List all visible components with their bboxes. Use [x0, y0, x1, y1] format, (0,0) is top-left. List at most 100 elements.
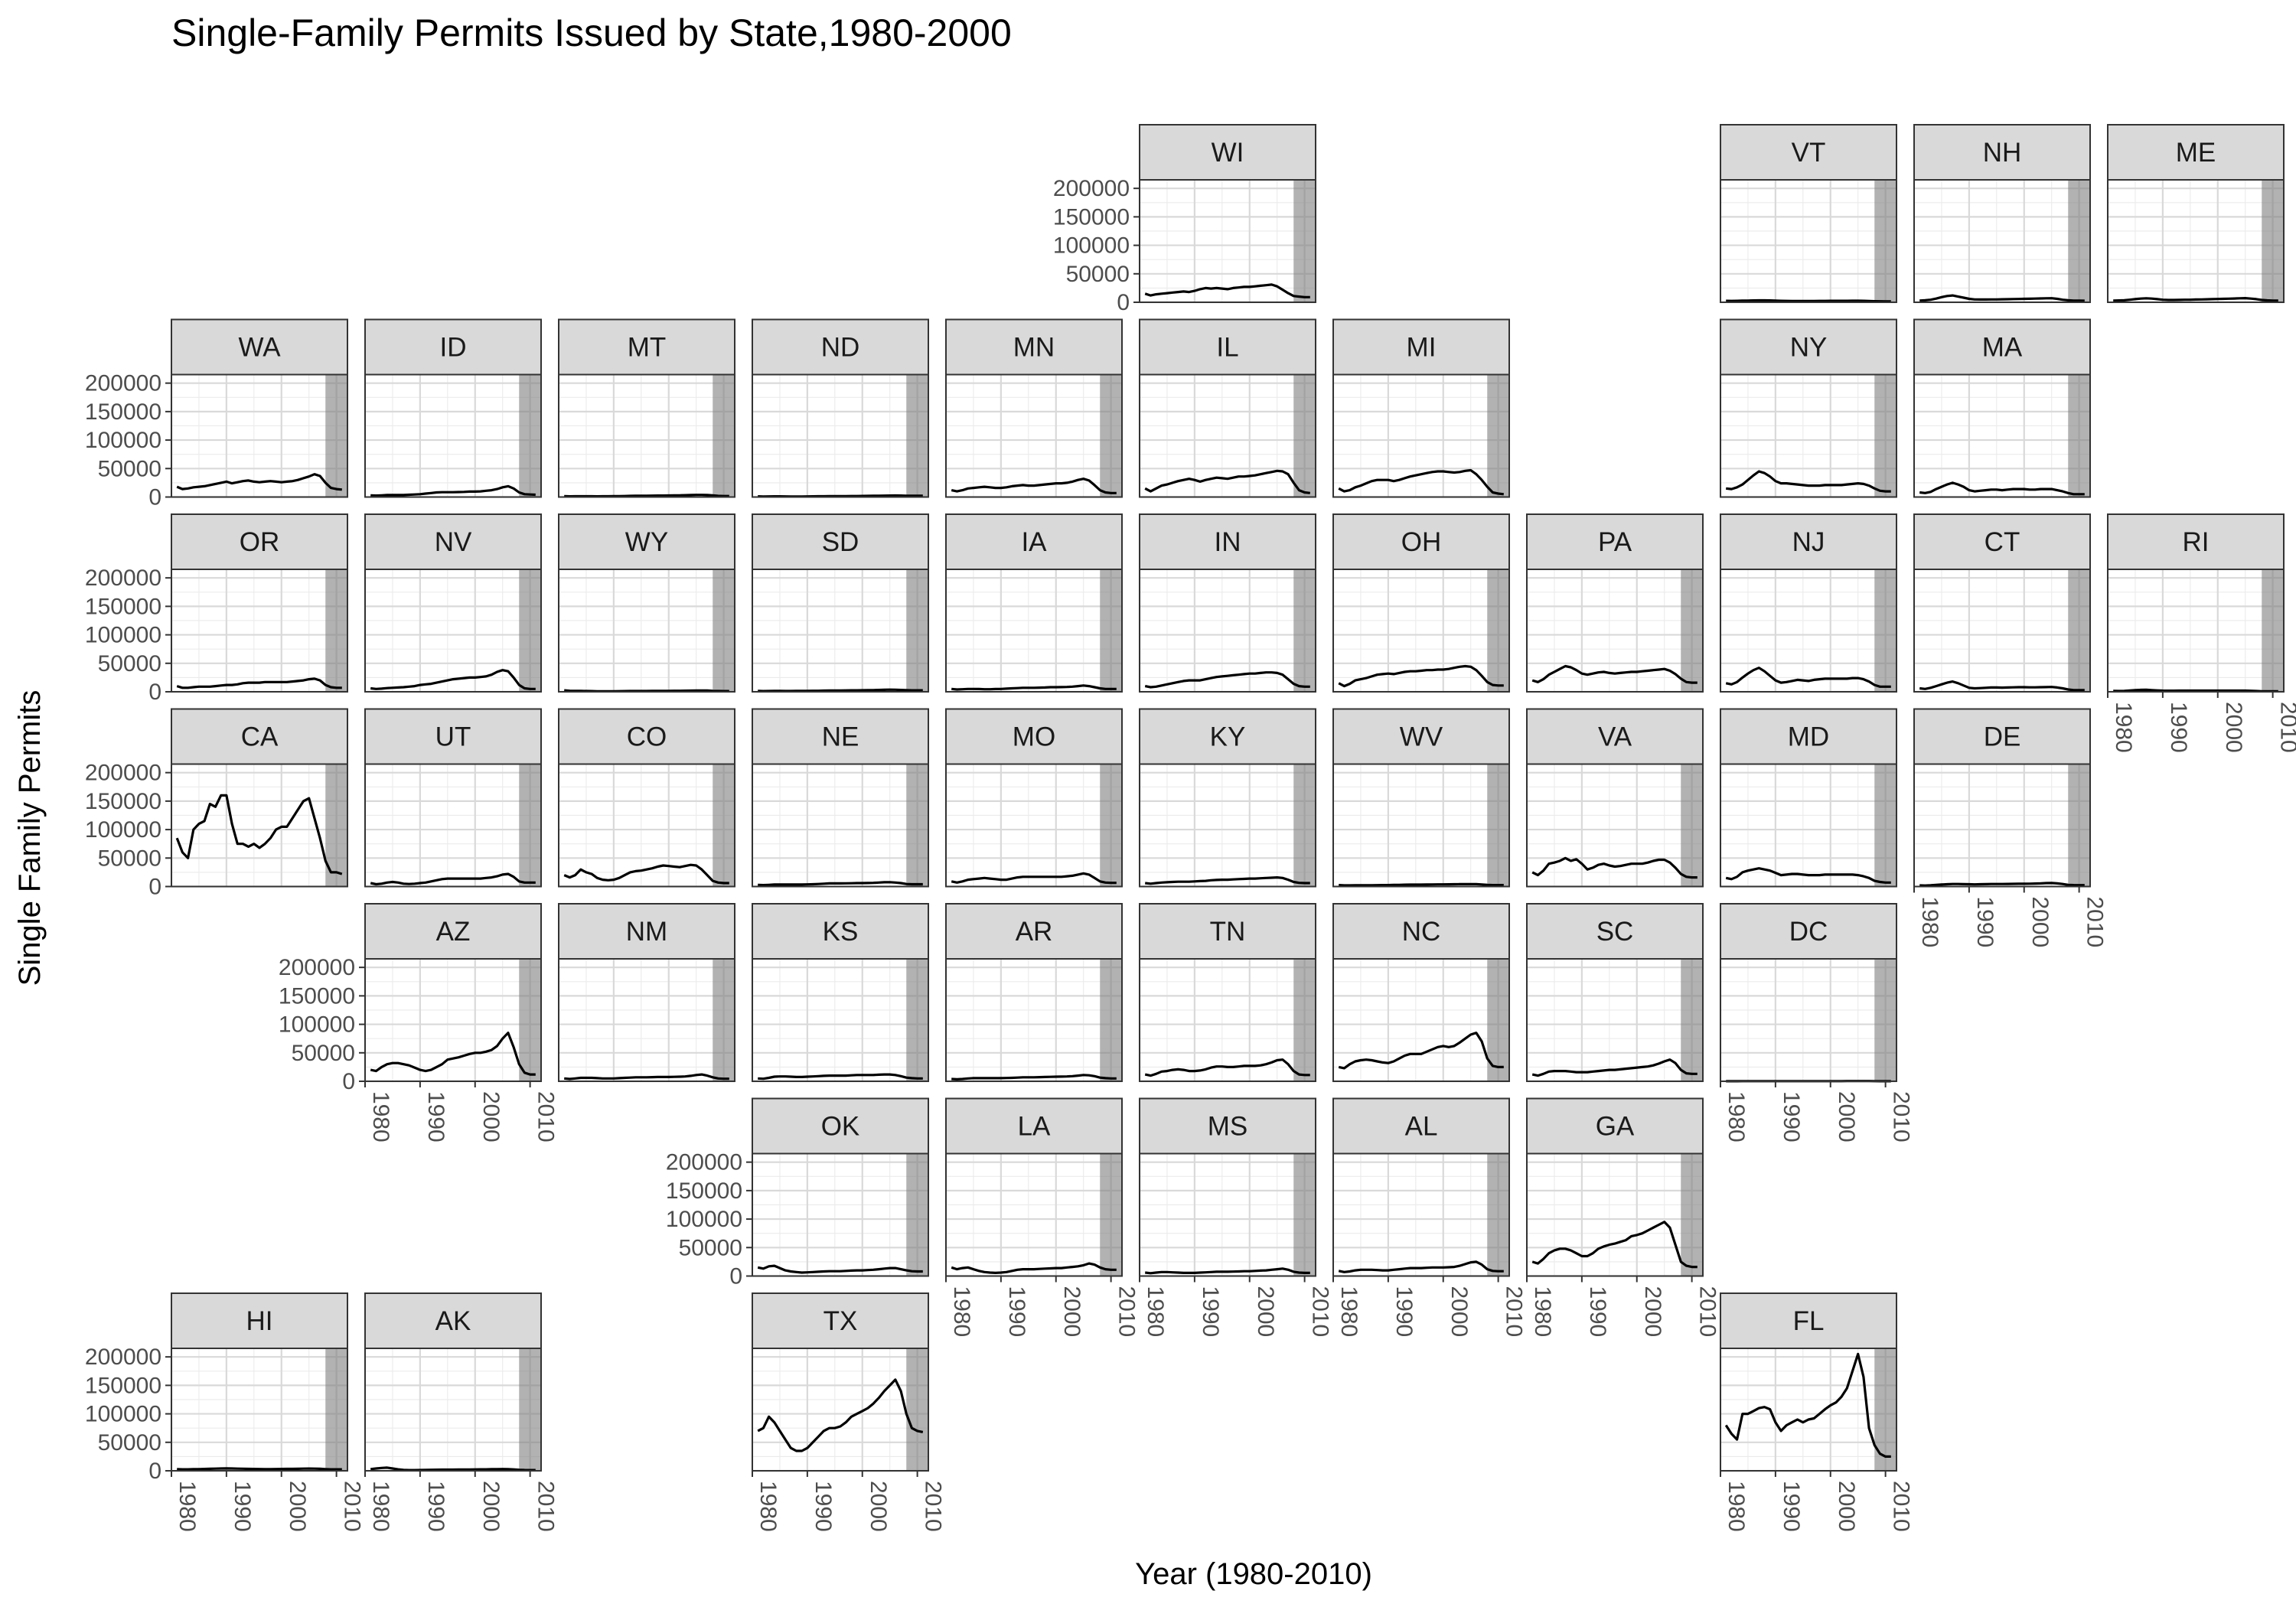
- shaded-period: [906, 1348, 928, 1471]
- panel-ri: RI 1980 1990 2000 2010: [2106, 513, 2296, 753]
- shaded-period: [1293, 959, 1316, 1081]
- panel-border: [945, 1152, 1123, 1277]
- panel-plot-area: [171, 1348, 347, 1471]
- shaded-period: [1293, 180, 1316, 302]
- panel-tn: TN: [1138, 903, 1316, 1083]
- x-tick-label: 1980: [755, 1481, 781, 1532]
- x-tick-label: 2000: [285, 1481, 310, 1532]
- shaded-period: [1874, 569, 1896, 692]
- panel-ia: IA: [944, 513, 1123, 693]
- series-line-ca: [175, 794, 343, 875]
- shaded-period: [1487, 569, 1509, 692]
- y-tick-label: 50000: [98, 456, 161, 481]
- panel-border: [945, 958, 1123, 1082]
- panel-strip-label: CO: [627, 722, 667, 752]
- panel-plot-area: [559, 569, 735, 692]
- panel-or: OR 0 50000 100000 150000 200000: [85, 513, 348, 705]
- panel-strip: [558, 318, 735, 376]
- panel-pa: PA: [1525, 513, 1704, 693]
- panel-dc: DC 1980 1990 2000 2010: [1719, 903, 1914, 1143]
- shaded-period: [906, 764, 928, 887]
- series-line-wa: [176, 473, 342, 491]
- series-line-or: [176, 677, 342, 689]
- panel-va: VA: [1525, 708, 1704, 888]
- panel-border: [1526, 958, 1704, 1082]
- series-line-al: [1338, 1260, 1504, 1273]
- panel-border: [752, 569, 929, 693]
- y-tick-label: 150000: [85, 399, 161, 425]
- series-line-wv: [1339, 882, 1504, 887]
- panel-az: AZ 0 50000 100000 150000 200000 1980 1990 2000 20…: [279, 903, 559, 1143]
- series-line-hi: [177, 1467, 342, 1471]
- panel-plot-area: [1333, 1153, 1509, 1276]
- series-line-ak: [370, 1466, 536, 1472]
- panel-strip-label: MS: [1208, 1112, 1248, 1142]
- series-line-wi: [1144, 283, 1310, 298]
- shaded-period: [1681, 569, 1703, 692]
- panel-strip: [1139, 1097, 1316, 1155]
- panel-plot-area: [365, 569, 541, 692]
- panel-strip-label: NH: [1983, 138, 2022, 168]
- panel-border: [1720, 179, 1897, 303]
- panel-strip-label: VT: [1792, 138, 1826, 168]
- x-tick-label: 2010: [1695, 1286, 1720, 1338]
- x-tick-label: 1980: [368, 1091, 393, 1143]
- panel-strip-label: UT: [435, 722, 471, 752]
- shaded-period: [1293, 374, 1316, 497]
- series-line-in: [1144, 671, 1310, 689]
- panel-strip-label: NC: [1402, 917, 1441, 947]
- series-line-ma: [1919, 481, 2085, 496]
- series-line-me: [2113, 297, 2278, 302]
- series-line-ia: [951, 684, 1117, 691]
- y-tick-label: 50000: [292, 1041, 355, 1066]
- panel-sc: SC: [1525, 903, 1704, 1083]
- panel-strip-label: AR: [1016, 917, 1053, 947]
- panel-strip: [558, 708, 735, 765]
- series-line-ut: [370, 872, 536, 886]
- shaded-period: [713, 569, 735, 692]
- panel-strip: [171, 1292, 348, 1349]
- y-tick-label: 200000: [85, 566, 161, 591]
- y-tick-label: 0: [1117, 290, 1130, 315]
- shaded-period: [2068, 180, 2090, 302]
- panel-ms: MS 1980 1990 2000 2010: [1138, 1097, 1333, 1338]
- panel-strip: [364, 513, 542, 570]
- shaded-period: [1293, 1153, 1316, 1276]
- shaded-period: [519, 959, 541, 1081]
- panel-strip: [171, 513, 348, 570]
- panel-border: [1913, 179, 2091, 303]
- y-tick-label: 50000: [98, 1430, 161, 1455]
- series-line-va: [1531, 856, 1698, 879]
- panel-border: [2107, 569, 2285, 693]
- x-tick-label: 2000: [1253, 1286, 1278, 1338]
- panel-strip-label: KS: [823, 917, 859, 947]
- x-tick-label: 1990: [2166, 702, 2191, 753]
- panel-strip-label: KY: [1210, 722, 1246, 752]
- panel-plot-area: [1333, 764, 1509, 887]
- y-tick-label: 200000: [1053, 176, 1130, 201]
- y-tick-label: 150000: [279, 983, 355, 1009]
- series-line-mt: [564, 494, 729, 498]
- series-line-pa: [1531, 664, 1698, 684]
- panel-plot-area: [559, 374, 735, 497]
- x-tick-label: 2010: [340, 1481, 365, 1532]
- x-tick-label: 2010: [2082, 897, 2108, 948]
- x-tick-label: 1980: [1917, 897, 1942, 948]
- series-line-tx: [757, 1378, 924, 1452]
- panel-wv: WV: [1332, 708, 1510, 888]
- x-tick-label: 2010: [1502, 1286, 1527, 1338]
- panel-plot-area: [946, 764, 1122, 887]
- panel-nv: NV: [364, 513, 542, 693]
- panel-strip-label: AK: [435, 1306, 471, 1336]
- series-line-fl: [1724, 1352, 1891, 1459]
- panel-strip-label: NJ: [1792, 527, 1825, 557]
- y-tick-label: 0: [148, 485, 161, 510]
- panel-plot-area: [1140, 374, 1316, 497]
- panel-border: [1139, 373, 1316, 498]
- shaded-period: [519, 1348, 541, 1471]
- panel-strip-label: VA: [1598, 722, 1632, 752]
- panel-strip: [1913, 708, 2091, 765]
- shaded-period: [1487, 959, 1509, 1081]
- panel-in: IN: [1138, 513, 1316, 693]
- y-tick-label: 0: [148, 680, 161, 705]
